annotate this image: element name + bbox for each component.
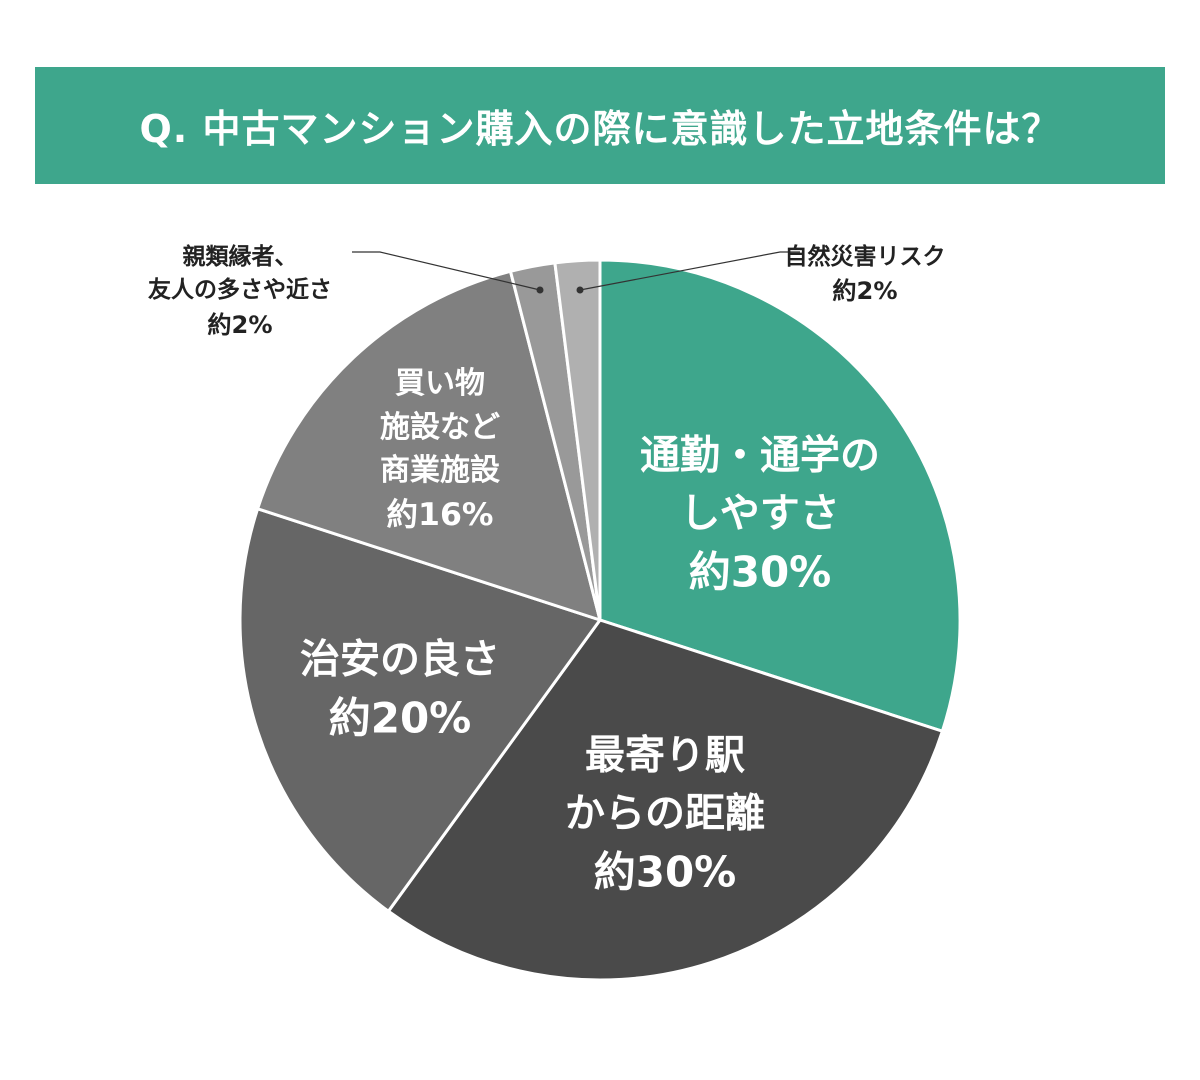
title-bar: Q. 中古マンション購入の際に意識した立地条件は？ [35,67,1165,184]
slice-label: 通勤・通学の しやすさ約30% [640,427,880,604]
value-label: 約16% [386,496,494,533]
category-label: 治安の良さ [300,636,500,683]
pie-slice [553,258,602,621]
slice-label: 親類縁者、 友人の多さや近さ約2% [148,241,332,343]
slice-label: 治安の良さ約20% [300,631,500,750]
leader-dot [536,286,544,294]
category-label: 最寄り駅 からの距離 [565,732,765,837]
value-label: 約2% [207,310,273,339]
chart-title: Q. 中古マンション購入の際に意識した立地条件は？ [139,107,1061,151]
value-label: 約30% [593,847,737,897]
leader-line [352,251,541,291]
value-label: 約2% [832,277,898,306]
category-label: 買い物 施設など 商業施設 [380,365,500,488]
pie-slice [238,506,603,914]
pie-slice [386,618,945,982]
leader-dot [576,286,584,294]
category-label: 親類縁者、 友人の多さや近さ [148,244,332,304]
value-label: 約30% [688,547,832,597]
leader-line [579,251,800,291]
slice-label: 最寄り駅 からの距離約30% [565,727,765,904]
value-label: 約20% [328,693,472,743]
slice-label: 自然災害リスク 約2% [785,241,946,309]
pie-slice [598,258,962,734]
slice-label: 買い物 施設など 商業施設約16% [380,362,500,538]
category-label: 通勤・通学の しやすさ [640,432,880,537]
pie-slice [255,269,603,623]
category-label: 自然災害リスク [784,243,946,270]
